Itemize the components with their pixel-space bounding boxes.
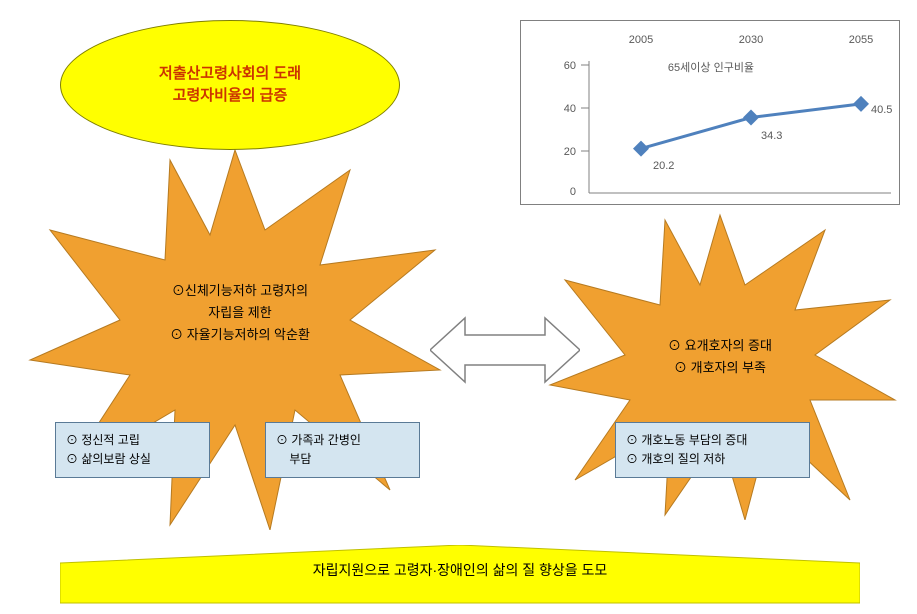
info3-line2: ⊙ 개호의 질의 저하 [626,452,725,466]
chart-cat-2: 2055 [849,34,873,46]
info-box-3: ⊙ 개호노동 부담의 증대 ⊙ 개호의 질의 저하 [615,422,810,478]
population-chart: 2005 2030 2055 65세이상 인구비율 60 40 20 0 [520,20,900,205]
ellipse-line1: 저출산고령사회의 도래 [159,65,301,82]
chart-ytick-0: 0 [570,186,576,198]
chart-ytick-40: 40 [564,103,576,115]
starburst-left-text: ⊙신체기능저하 고령자의 자립을 제한 ⊙ 자율기능저하의 악순환 [120,280,360,346]
star-left-line2: 자립을 제한 [208,305,271,320]
bottom-arrow-text: 자립지원으로 고령자·장애인의 삶의 질 향상을 도모 [60,560,860,580]
star-right-line1: ⊙ 요개호자의 증대 [668,338,772,353]
chart-val-2: 40.5 [871,104,892,116]
chart-marker-1 [743,110,759,126]
info3-line1: ⊙ 개호노동 부담의 증대 [626,433,747,447]
info-box-2: ⊙ 가족과 간병인 부담 [265,422,420,478]
chart-svg: 2005 2030 2055 65세이상 인구비율 60 40 20 0 [521,21,901,206]
title-ellipse-text: 저출산고령사회의 도래 고령자비율의 급증 [159,63,301,108]
chart-ytick-60: 60 [564,60,576,72]
chart-cat-1: 2030 [739,34,763,46]
chart-marker-2 [853,96,869,112]
chart-cat-0: 2005 [629,34,653,46]
star-left-line3: ⊙ 자율기능저하의 악순환 [170,327,310,342]
info2-line1: ⊙ 가족과 간병인 [276,433,361,447]
star-right-line2: ⊙ 개호자의 부족 [674,360,766,375]
info-box-1: ⊙ 정신적 고립 ⊙ 삶의보람 상실 [55,422,210,478]
chart-val-0: 20.2 [653,160,674,172]
title-ellipse: 저출산고령사회의 도래 고령자비율의 급증 [60,20,400,150]
info1-line2: ⊙ 삶의보람 상실 [66,452,151,466]
starburst-right-text: ⊙ 요개호자의 증대 ⊙ 개호자의 부족 [620,335,820,379]
chart-ytick-20: 20 [564,146,576,158]
ellipse-line2: 고령자비율의 급증 [173,87,288,104]
chart-marker-0 [633,141,649,157]
chart-val-1: 34.3 [761,130,782,142]
info1-line1: ⊙ 정신적 고립 [66,433,140,447]
info2-line2: 부담 [276,452,311,466]
star-left-line1: ⊙신체기능저하 고령자의 [172,283,308,298]
diagram-canvas: 저출산고령사회의 도래 고령자비율의 급증 2005 2030 2055 65세… [0,0,917,614]
chart-title: 65세이상 인구비율 [668,61,754,74]
